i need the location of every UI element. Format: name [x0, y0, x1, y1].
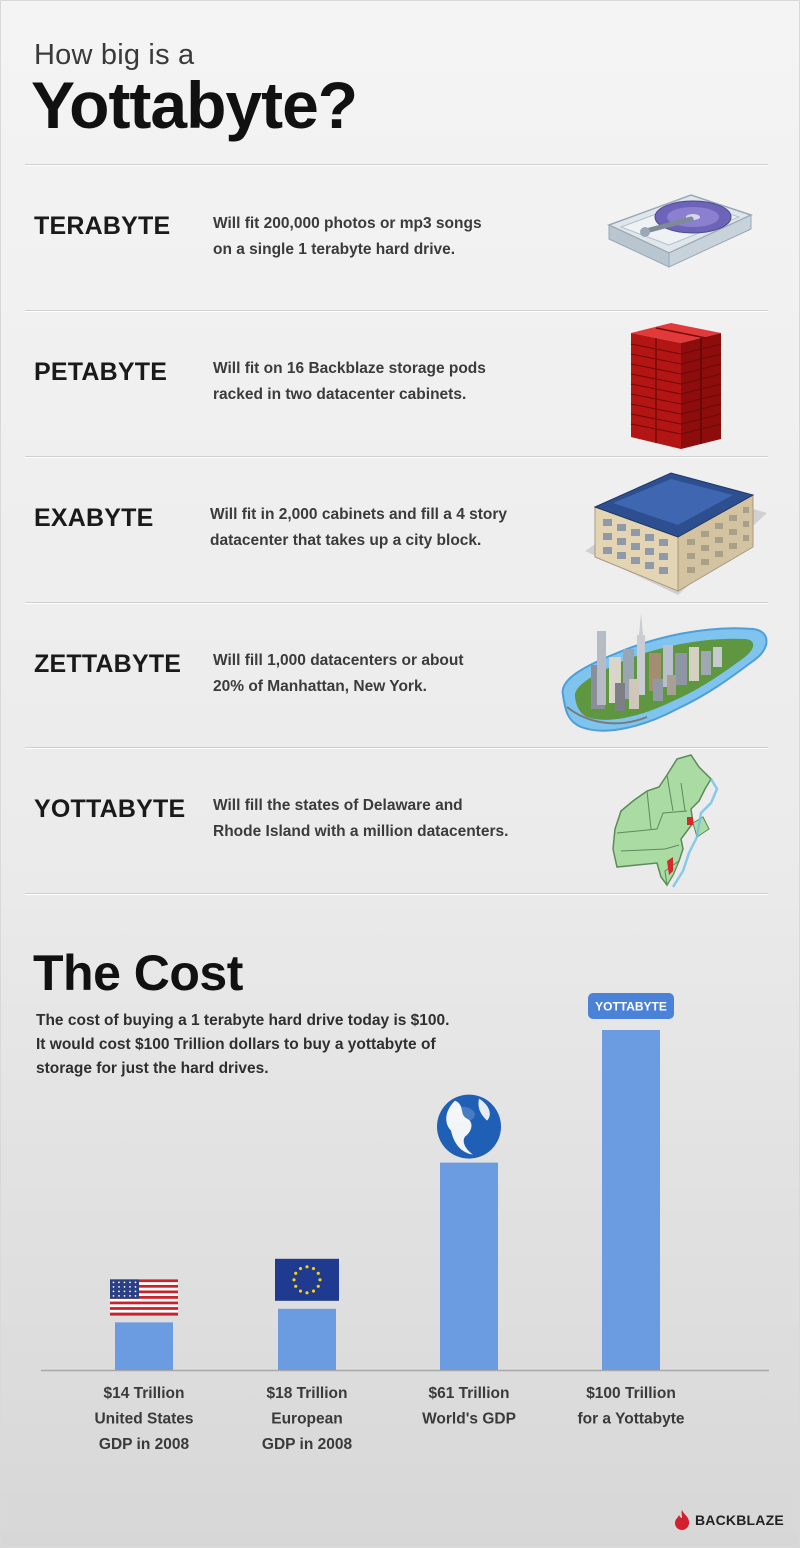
bar-label-1-line-2: United States: [94, 1411, 193, 1428]
divider: [25, 310, 768, 311]
globe-icon: [437, 1094, 501, 1159]
row-desc-terabyte: Will fit 200,000 photos or mp3 songs on …: [213, 215, 482, 258]
row-desc-yottabyte: Will fill the states of Delaware and Rho…: [213, 797, 509, 840]
title-big: Yottabyte?: [31, 68, 358, 142]
bar-label-3-line-2: World's GDP: [422, 1411, 516, 1428]
northeast-states-map-icon: [612, 754, 719, 888]
bar-label-4-line-1: $100 Trillion: [586, 1385, 676, 1402]
bar-label-3-line-1: $61 Trillion: [429, 1385, 510, 1402]
row-desc-zettabyte: Will fill 1,000 datacenters or about 20%…: [213, 652, 464, 695]
bar-label-2-line-3: GDP in 2008: [262, 1436, 353, 1453]
bar-label-1-line-3: GDP in 2008: [99, 1436, 190, 1453]
divider: [25, 602, 768, 603]
yottabyte-badge: [588, 993, 674, 1019]
title-small: How big is a: [34, 39, 195, 71]
row-desc-petabyte: Will fit on 16 Backblaze storage pods ra…: [213, 360, 486, 403]
divider: [25, 893, 768, 894]
bar-label-2-line-1: $18 Trillion: [267, 1385, 348, 1402]
us-flag-icon: [110, 1279, 178, 1316]
bar-4: [602, 1030, 660, 1370]
bar-label-2-line-2: European: [271, 1411, 342, 1428]
divider: [25, 456, 768, 457]
row-label-yottabyte: YOTTABYTE: [34, 795, 186, 823]
manhattan-city-icon: [561, 613, 768, 732]
bar-2: [278, 1308, 336, 1370]
row-label-terabyte: TERABYTE: [34, 212, 171, 240]
divider: [25, 164, 768, 165]
backblaze-flame-icon: [675, 1510, 690, 1530]
eu-flag-icon: [275, 1258, 339, 1301]
bar-label-1-line-1: $14 Trillion: [104, 1385, 185, 1402]
yottabyte-badge-text: YOTTABYTE: [595, 1000, 667, 1014]
cost-title: The Cost: [33, 945, 243, 1001]
bar-1: [115, 1322, 173, 1370]
row-desc-exabyte: Will fit in 2,000 cabinets and fill a 4 …: [210, 506, 508, 549]
bar-label-4-line-2: for a Yottabyte: [577, 1411, 684, 1428]
datacenter-building-icon: [585, 472, 767, 595]
divider: [25, 747, 768, 748]
cost-description: The cost of buying a 1 terabyte hard dri…: [36, 1012, 450, 1077]
row-label-zettabyte: ZETTABYTE: [34, 650, 182, 678]
brand-name: BACKBLAZE: [695, 1512, 784, 1528]
row-label-exabyte: EXABYTE: [34, 504, 154, 532]
storage-pods-icon: [630, 323, 722, 449]
row-label-petabyte: PETABYTE: [34, 358, 168, 386]
bar-3: [440, 1162, 498, 1370]
hard-drive-icon: [607, 194, 754, 268]
